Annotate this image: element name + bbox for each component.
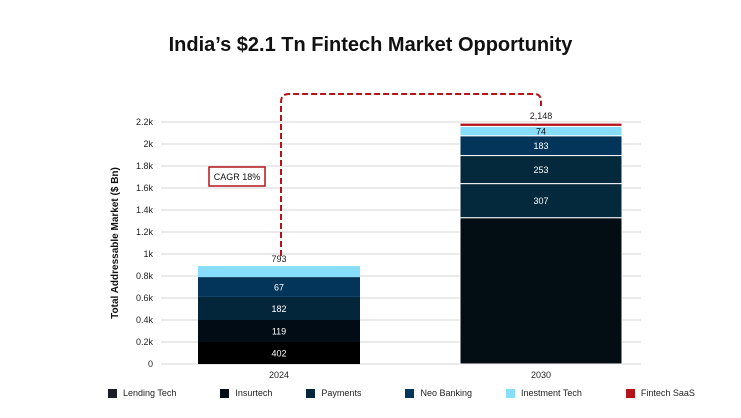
y-tick-label: 2.2k [136,117,154,127]
legend-item: Payments [306,388,361,398]
bar-segment [459,122,623,127]
y-tick-label: 1.4k [136,205,154,215]
data-label: 67 [274,283,284,293]
y-tick-label: 1k [143,249,153,259]
legend-item: Fintech SaaS [625,388,695,398]
x-tick-label: 2030 [531,370,551,380]
x-tick-label: 2024 [269,370,289,380]
legend-swatch [625,388,635,398]
bar-segment [198,296,360,320]
total-label: 793 [271,254,286,264]
legend-swatch [220,388,230,398]
data-label: 253 [533,165,548,175]
y-tick-label: 1.6k [136,183,154,193]
legend-label: Neo Banking [420,388,472,398]
y-axis-label: Total Addressable Market ($ Bn) [110,167,121,319]
legend-swatch [405,388,415,398]
cagr-box [208,166,266,187]
data-label: 182 [271,304,286,314]
y-tick-label: 1.2k [136,227,154,237]
legend-item: Lending Tech [108,388,176,398]
y-tick-label: 1.8k [136,161,154,171]
y-tick-label: 2k [143,139,153,149]
bar-segment [459,155,623,185]
cagr-connector [280,93,542,256]
y-tick-label: 0.8k [136,271,154,281]
bar-segment [459,217,623,365]
legend-label: Lending Tech [123,388,177,398]
legend-item: Insurtech [220,388,272,398]
legend-label: Inestment Tech [521,388,582,398]
legend-label: Insurtech [235,388,273,398]
y-tick-label: 0.2k [136,337,154,347]
y-tick-label: 0.4k [136,315,154,325]
y-tick-label: 0 [148,359,153,369]
bar-segment [198,266,360,278]
bar-segment [459,183,623,219]
legend-item: Neo Banking [405,388,472,398]
chart-title: India’s $2.1 Tn Fintech Market Opportuni… [168,34,573,56]
bar-segment [198,342,360,364]
bar-segment [198,320,360,342]
data-label: 119 [272,327,286,337]
data-label: 74 [536,127,546,137]
legend-swatch [306,388,316,398]
data-label: 183 [533,141,548,151]
y-tick-label: 0.6k [136,293,154,303]
cagr-label: CAGR 18% [214,172,261,182]
data-label: 307 [533,196,548,206]
legend-label: Fintech SaaS [640,388,695,398]
legend-swatch [108,388,117,398]
data-label: 402 [271,349,286,359]
legend-label: Payments [321,388,362,398]
total-label: 2,148 [530,111,553,121]
bar-segment [198,277,360,297]
legend-swatch [506,388,515,398]
legend-item: Inestment Tech [506,388,582,398]
legend: Lending Tech Insurtech Payments Neo Banking… [108,388,695,398]
